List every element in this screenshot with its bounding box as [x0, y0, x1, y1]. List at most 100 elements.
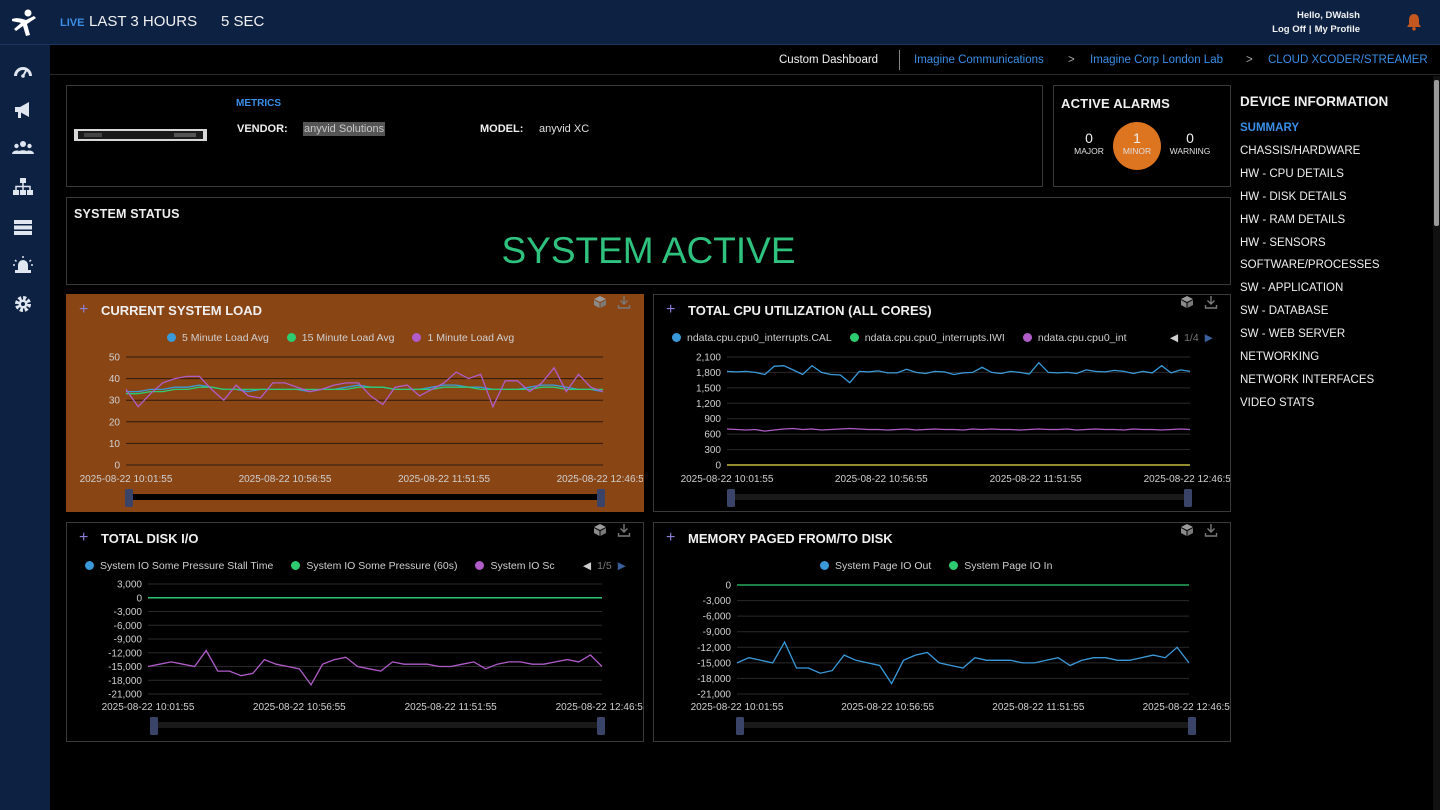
- legend-item[interactable]: System IO Sc: [475, 560, 555, 572]
- device-info-item[interactable]: SUMMARY: [1240, 122, 1299, 134]
- legend-item[interactable]: System Page IO In: [949, 560, 1052, 572]
- legend-item[interactable]: 1 Minute Load Avg: [412, 332, 514, 344]
- cube-view-icon[interactable]: [1180, 295, 1194, 309]
- dashboard-icon[interactable]: [12, 61, 34, 83]
- device-info-item[interactable]: SW - APPLICATION: [1240, 282, 1344, 295]
- my-profile-link[interactable]: My Profile: [1314, 24, 1360, 35]
- series-line[interactable]: [126, 386, 603, 395]
- major-count[interactable]: 0: [1085, 130, 1093, 146]
- cube-view-icon[interactable]: [593, 523, 607, 537]
- cube-view-icon[interactable]: [593, 295, 607, 309]
- legend-item[interactable]: ndata.cpu.cpu0_int: [1022, 332, 1127, 344]
- series-line[interactable]: [147, 649, 603, 686]
- legend-item[interactable]: 15 Minute Load Avg: [286, 332, 394, 344]
- zoom-slider-handle-right[interactable]: [597, 489, 605, 507]
- legend-item[interactable]: ndata.cpu.cpu0_interrupts.IWI: [849, 332, 1005, 344]
- active-alarms-panel: ACTIVE ALARMS 0 MAJOR 1 MINOR 0 WARNING: [1053, 85, 1231, 187]
- network-icon[interactable]: [12, 176, 34, 198]
- series-line[interactable]: [126, 384, 604, 393]
- system-status-value: SYSTEM ACTIVE: [501, 230, 796, 271]
- legend-swatch: [286, 333, 296, 342]
- legend-prev-icon[interactable]: ◀: [1170, 332, 1179, 344]
- legend-item[interactable]: ndata.cpu.cpu0_interrupts.CAL: [672, 332, 832, 344]
- metrics-link[interactable]: METRICS: [236, 98, 281, 109]
- expand-plus-icon[interactable]: +: [666, 301, 676, 318]
- chart-svg: 0 -3,000 -6,000 -9,000 -12,000 -15,000 -18,000…: [691, 581, 1230, 735]
- zoom-slider-handle-left[interactable]: [150, 717, 158, 735]
- zoom-slider-handle-left[interactable]: [736, 717, 744, 735]
- zoom-slider-handle-left[interactable]: [125, 489, 133, 507]
- legend-next-icon[interactable]: ▶: [617, 560, 626, 572]
- alarm-light-icon[interactable]: [12, 254, 34, 276]
- scrollbar-thumb[interactable]: [1434, 80, 1439, 226]
- series-line[interactable]: [125, 366, 604, 409]
- zoom-slider-handle-right[interactable]: [1184, 489, 1192, 507]
- download-icon[interactable]: [617, 295, 631, 309]
- bell-icon[interactable]: [1406, 13, 1422, 31]
- legend-item[interactable]: System Page IO Out: [820, 560, 931, 572]
- chart-title: MEMORY PAGED FROM/TO DISK: [688, 531, 893, 546]
- legend-item[interactable]: System IO Some Pressure (60s): [291, 560, 457, 572]
- users-icon[interactable]: [12, 137, 34, 159]
- vendor-label: VENDOR:: [237, 123, 288, 135]
- scrollbar-track[interactable]: [1433, 76, 1440, 810]
- zoom-slider-track[interactable]: [731, 494, 1188, 500]
- series-line[interactable]: [736, 640, 1190, 685]
- zoom-slider-handle-right[interactable]: [1188, 717, 1196, 735]
- zoom-slider-handle-left[interactable]: [727, 489, 735, 507]
- cube-view-icon[interactable]: [1180, 523, 1194, 537]
- megaphone-icon[interactable]: [12, 99, 34, 121]
- device-info-item[interactable]: NETWORK INTERFACES: [1240, 373, 1375, 386]
- gear-icon[interactable]: [12, 293, 34, 315]
- logoff-link[interactable]: Log Off: [1272, 24, 1306, 35]
- zoom-slider-handle-right[interactable]: [597, 717, 605, 735]
- breadcrumb-item[interactable]: Imagine Communications: [914, 54, 1044, 66]
- legend-label: 1 Minute Load Avg: [427, 332, 515, 344]
- refresh-interval-selector[interactable]: 5 SEC: [221, 13, 265, 30]
- legend-next-icon[interactable]: ▶: [1204, 332, 1213, 344]
- device-info-item[interactable]: SW - DATABASE: [1240, 305, 1329, 318]
- legend-item[interactable]: 5 Minute Load Avg: [167, 332, 269, 344]
- zoom-slider-track[interactable]: [154, 722, 601, 728]
- device-info-item[interactable]: SOFTWARE/PROCESSES: [1240, 259, 1380, 272]
- legend-label: System IO Sc: [490, 560, 555, 572]
- device-info-item[interactable]: HW - RAM DETAILS: [1240, 213, 1346, 226]
- minor-count[interactable]: 1: [1133, 130, 1141, 146]
- device-info-item[interactable]: HW - CPU DETAILS: [1240, 167, 1344, 180]
- legend-swatch: [412, 333, 422, 342]
- y-tick-label: -12,000: [108, 648, 142, 659]
- device-info-item[interactable]: VIDEO STATS: [1240, 396, 1315, 409]
- x-tick-label: 2025-08-22 11:51:55: [992, 702, 1085, 713]
- time-range-selector[interactable]: LAST 3 HOURS: [89, 13, 198, 30]
- device-info-item[interactable]: NETWORKING: [1240, 351, 1320, 363]
- expand-plus-icon[interactable]: +: [666, 529, 676, 546]
- server-rack-icon[interactable]: [12, 216, 34, 238]
- download-icon[interactable]: [617, 523, 631, 537]
- y-tick-label: -15,000: [697, 658, 731, 669]
- expand-plus-icon[interactable]: +: [79, 301, 89, 318]
- custom-dashboard-link[interactable]: Custom Dashboard: [779, 54, 879, 66]
- device-info-item[interactable]: HW - DISK DETAILS: [1240, 190, 1347, 203]
- legend-item[interactable]: System IO Some Pressure Stall Time: [85, 560, 273, 572]
- zoom-slider-track[interactable]: [740, 722, 1192, 728]
- download-icon[interactable]: [1204, 523, 1218, 537]
- breadcrumb-item[interactable]: Imagine Corp London Lab: [1090, 54, 1223, 66]
- warning-count[interactable]: 0: [1186, 130, 1194, 146]
- zoom-slider-track[interactable]: [129, 494, 601, 500]
- device-info-item[interactable]: CHASSIS/HARDWARE: [1240, 144, 1361, 157]
- legend-prev-icon[interactable]: ◀: [583, 560, 592, 572]
- series-line[interactable]: [726, 427, 1191, 432]
- expand-plus-icon[interactable]: +: [79, 529, 89, 546]
- y-tick-label: 1,800: [696, 368, 721, 379]
- y-tick-label: -3,000: [114, 607, 143, 618]
- download-icon[interactable]: [1204, 295, 1218, 309]
- breadcrumb-item[interactable]: CLOUD XCODER/STREAMER: [1268, 54, 1428, 66]
- y-tick-label: 600: [704, 430, 721, 441]
- live-indicator[interactable]: LIVE: [60, 17, 85, 29]
- device-info-item[interactable]: HW - SENSORS: [1240, 236, 1326, 249]
- device-info-item[interactable]: SW - WEB SERVER: [1240, 328, 1346, 341]
- legend-label: ndata.cpu.cpu0_interrupts.CAL: [687, 332, 832, 344]
- minor-alarm-badge[interactable]: [1113, 122, 1161, 170]
- brand-logo-icon[interactable]: [8, 7, 40, 39]
- series-line[interactable]: [726, 361, 1191, 384]
